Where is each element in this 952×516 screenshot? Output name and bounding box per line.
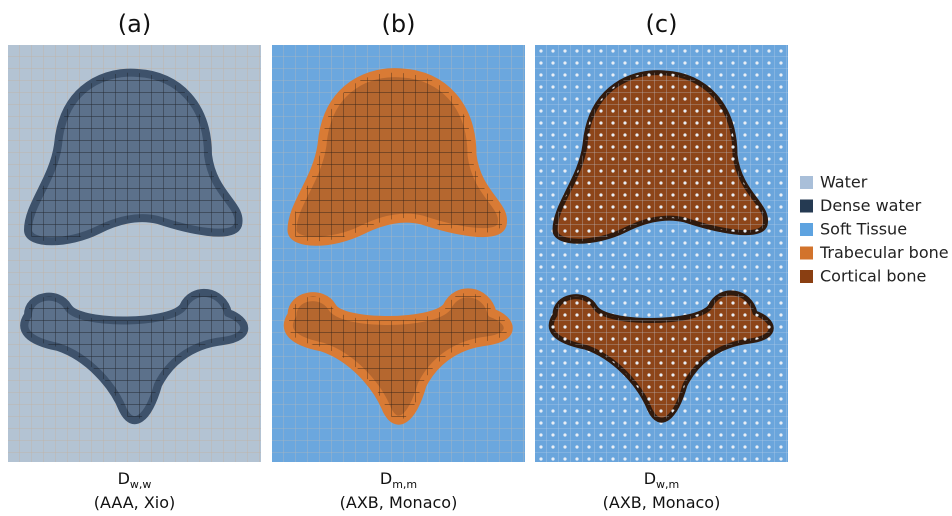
panel bbox=[535, 45, 788, 462]
panel-label: (b) bbox=[382, 10, 416, 38]
legend-label: Water bbox=[820, 173, 868, 192]
panel-label: (c) bbox=[646, 10, 678, 38]
legend-swatch bbox=[800, 247, 813, 260]
panel bbox=[272, 45, 525, 462]
dose-label: Dw,w bbox=[118, 469, 152, 491]
panel-label: (a) bbox=[118, 10, 151, 38]
method-label: (AAA, Xio) bbox=[94, 493, 176, 512]
method-label: (AXB, Monaco) bbox=[603, 493, 721, 512]
legend-swatch bbox=[800, 270, 813, 283]
legend-label: Trabecular bone bbox=[819, 243, 949, 262]
dose-symbol: D bbox=[118, 469, 130, 488]
dose-symbol: D bbox=[380, 469, 392, 488]
dose-subscript: w,m bbox=[656, 478, 679, 491]
panel bbox=[8, 45, 261, 462]
dose-label: Dw,m bbox=[644, 469, 680, 491]
legend-label: Dense water bbox=[820, 196, 922, 215]
legend-label: Soft Tissue bbox=[820, 220, 907, 239]
legend-swatch bbox=[800, 223, 813, 236]
legend-swatch bbox=[800, 200, 813, 213]
legend-swatch bbox=[800, 176, 813, 189]
dose-subscript: w,w bbox=[130, 478, 152, 491]
method-label: (AXB, Monaco) bbox=[340, 493, 458, 512]
dose-subscript: m,m bbox=[392, 478, 417, 491]
dose-label: Dm,m bbox=[380, 469, 417, 491]
dose-symbol: D bbox=[644, 469, 656, 488]
figure: (a) Dw,w (AAA, Xio) (b) Dm,m (AXB, Monaco) (c)… bbox=[0, 0, 952, 516]
legend-label: Cortical bone bbox=[820, 267, 926, 286]
